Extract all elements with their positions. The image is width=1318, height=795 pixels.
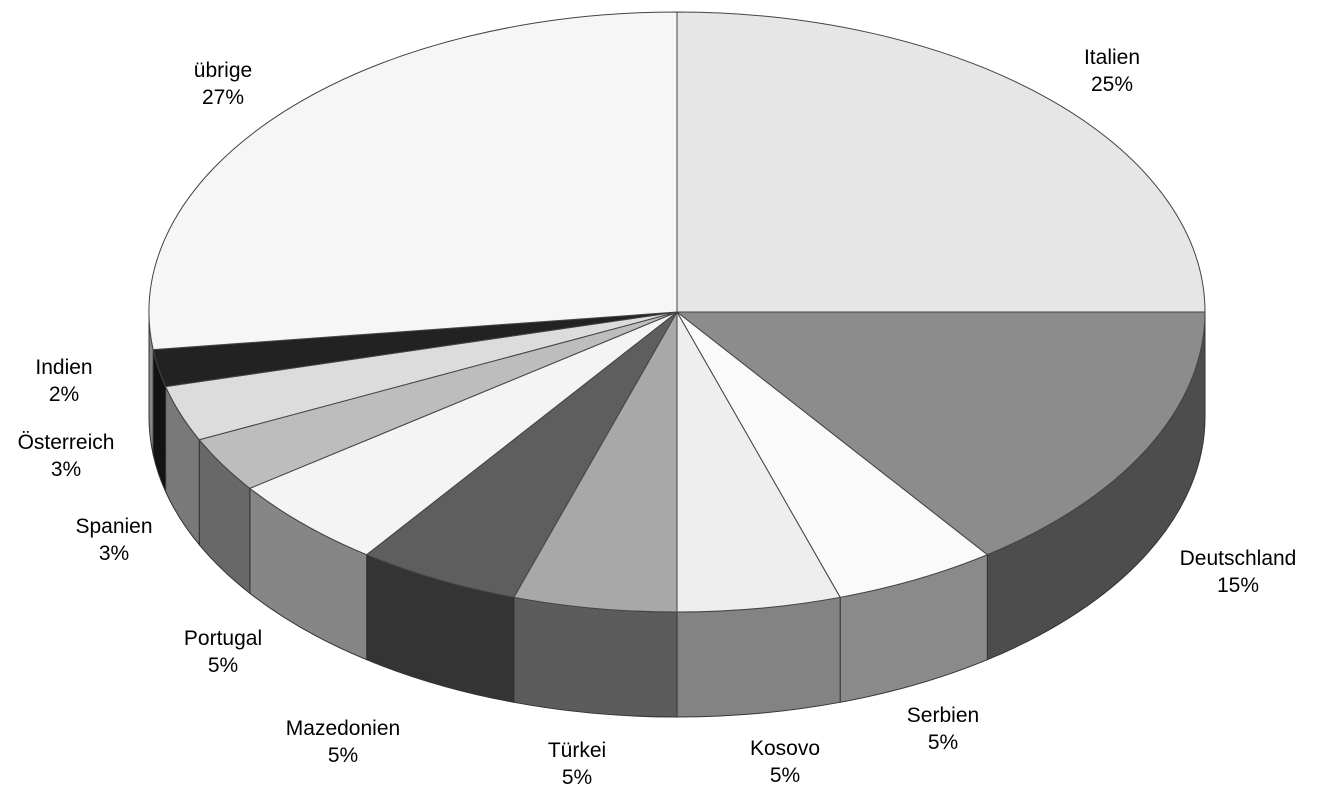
slice-value-label: 5%: [928, 731, 958, 754]
pie-sides: [148, 311, 1206, 718]
pie-labels: Italien 25% Deutschland 15% Serbien 5% Kosovo 5…: [18, 46, 1297, 789]
slice-label: Mazedonien: [286, 717, 400, 740]
slice-label: Österreich: [18, 431, 115, 454]
slice-label: übrige: [194, 59, 252, 82]
slice-value-label: 5%: [328, 744, 358, 767]
pie-slice-Deutschland: [675, 311, 1206, 556]
slice-value-label: 27%: [202, 86, 244, 109]
slice-label: Indien: [35, 356, 92, 379]
slice-label: Deutschland: [1180, 547, 1297, 570]
pie-side-Türkei: [513, 596, 678, 718]
pie-slice-Mazedonien: [365, 311, 678, 598]
pie-slice-Serbien: [676, 311, 989, 598]
slice-value-label: 2%: [49, 383, 79, 406]
slice-label: Serbien: [907, 704, 979, 727]
slice-label: Italien: [1084, 46, 1140, 69]
pie-slice-Kosovo: [676, 310, 841, 613]
slice-value-label: 5%: [562, 766, 592, 789]
slice-value-label: 3%: [51, 458, 81, 481]
pie-slice-Türkei: [513, 310, 678, 613]
pie-side-Kosovo: [676, 596, 841, 718]
pie-slice-Italien: [676, 11, 1206, 313]
slice-label: Spanien: [75, 515, 152, 538]
slice-value-label: 5%: [770, 764, 800, 787]
slice-label: Türkei: [548, 739, 606, 762]
slice-label: Portugal: [184, 627, 262, 650]
slice-value-label: 25%: [1091, 73, 1133, 96]
pie-tops: [148, 11, 1206, 613]
slice-label: Kosovo: [750, 737, 820, 760]
slice-value-label: 15%: [1217, 574, 1259, 597]
pie-slice-Portugal: [248, 311, 678, 556]
slice-value-label: 5%: [208, 654, 238, 677]
slice-value-label: 3%: [99, 542, 129, 565]
pie-slice-übrige: [148, 11, 678, 351]
